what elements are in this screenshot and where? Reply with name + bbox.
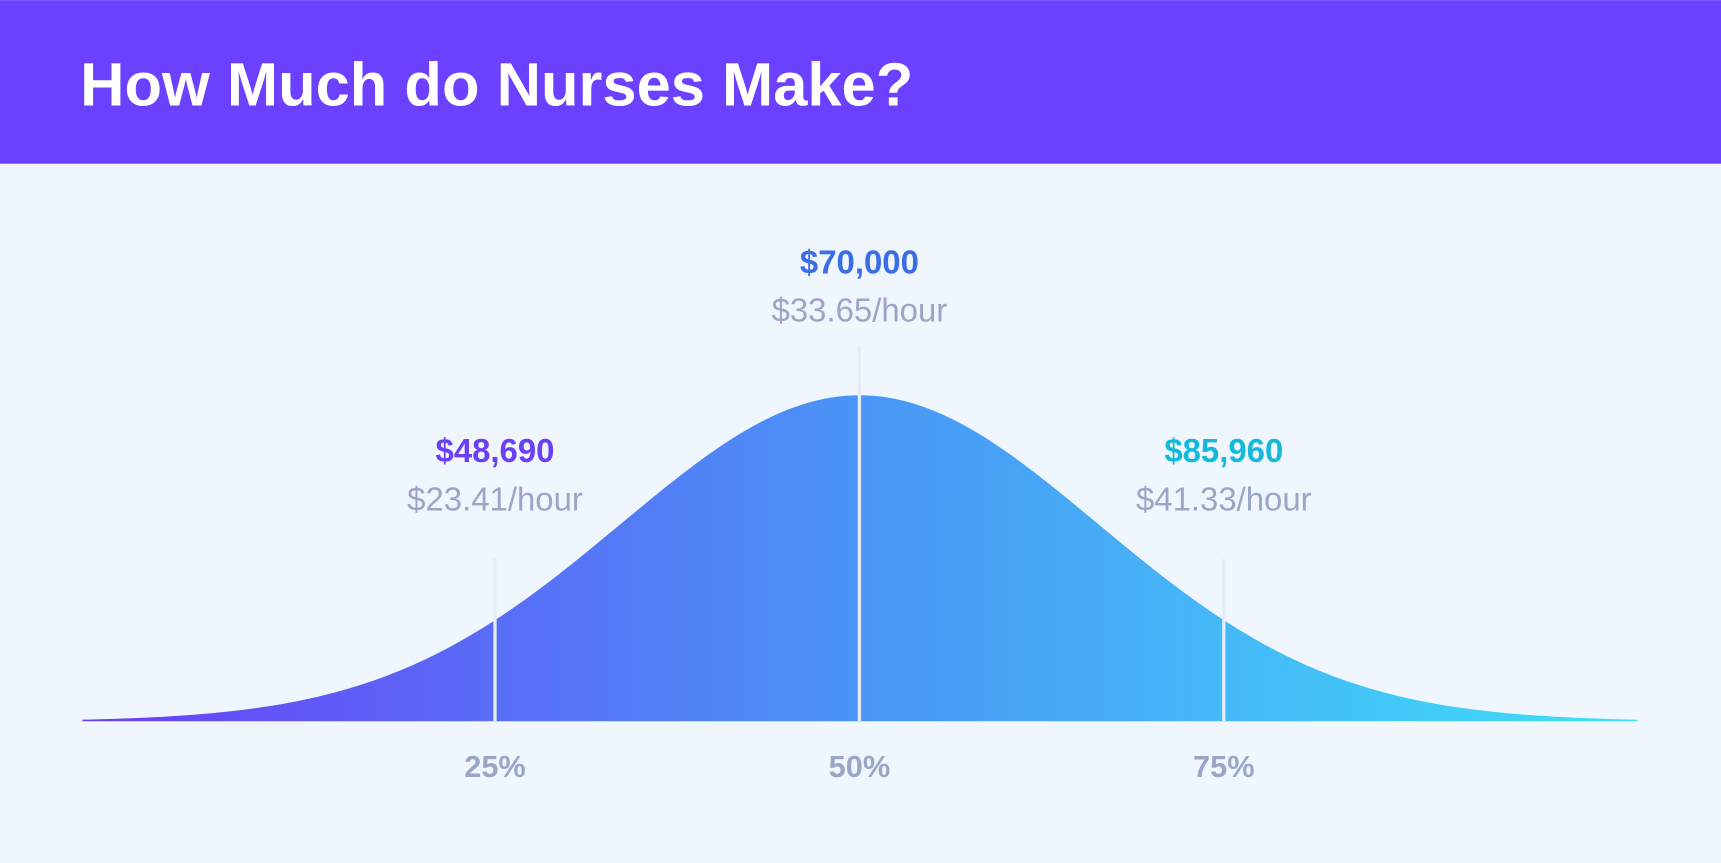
x-tick-label: 25% <box>464 749 525 784</box>
header <box>0 0 1721 164</box>
x-tick-label: 75% <box>1193 749 1254 784</box>
hourly-label: $23.41/hour <box>407 481 583 518</box>
salary-label: $70,000 <box>800 243 919 280</box>
salary-label: $48,690 <box>436 432 555 469</box>
hourly-label: $33.65/hour <box>772 292 948 329</box>
x-tick-label: 50% <box>829 749 890 784</box>
hourly-label: $41.33/hour <box>1136 481 1312 518</box>
salary-label: $85,960 <box>1164 432 1283 469</box>
chart-title: How Much do Nurses Make? <box>80 51 913 120</box>
